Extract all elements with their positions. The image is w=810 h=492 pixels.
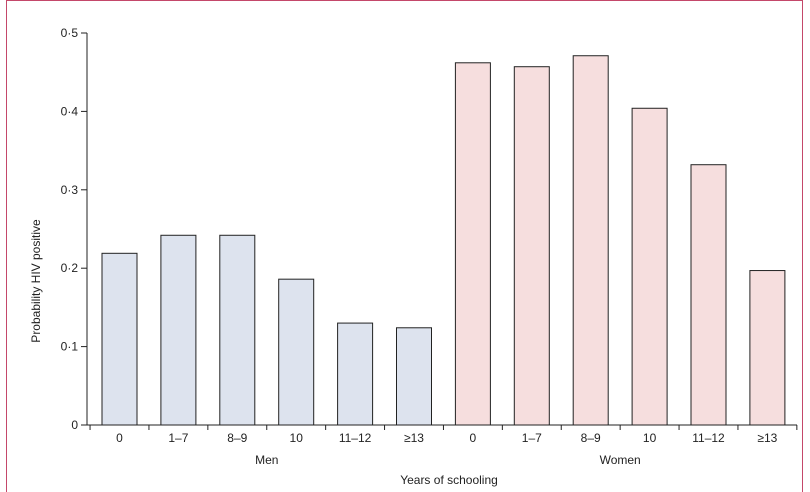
x-tick-label: ≥13 — [404, 431, 424, 445]
x-tick-label: 10 — [290, 431, 304, 445]
y-axis-title: Probability HIV positive — [29, 219, 43, 343]
y-tick-label: 0·2 — [61, 261, 79, 275]
x-tick-label: 11–12 — [692, 431, 725, 445]
bar-men-0 — [101, 252, 138, 426]
y-tick-label: 0·1 — [61, 340, 79, 354]
bar-men-2 — [219, 234, 256, 426]
x-tick-label: ≥13 — [757, 431, 777, 445]
x-tick-label: 10 — [643, 431, 657, 445]
x-tick-label: 8–9 — [227, 431, 247, 445]
x-tick-label: 11–12 — [339, 431, 372, 445]
bar-men-1 — [160, 234, 197, 426]
x-tick-label: 0 — [470, 431, 477, 445]
bar-women-5 — [749, 270, 786, 426]
x-axis-title: Years of schooling — [400, 473, 498, 487]
y-tick-label: 0·3 — [61, 183, 79, 197]
group-label-men: Men — [255, 453, 278, 467]
figure-frame — [6, 0, 803, 492]
y-tick-label: 0·4 — [61, 104, 79, 118]
y-tick-label: 0 — [71, 418, 78, 432]
y-tick-label: 0·5 — [61, 26, 79, 40]
x-tick-label: 8–9 — [581, 431, 601, 445]
bars — [101, 55, 786, 426]
x-tick-label: 0 — [116, 431, 123, 445]
bar-men-3 — [278, 278, 315, 426]
bar-women-2 — [572, 55, 609, 426]
group-label-women: Women — [600, 453, 641, 467]
bar-men-5 — [396, 327, 432, 426]
x-tick-label: 1–7 — [168, 431, 188, 445]
x-axis: 0 1–7 8–9 10 11–12 ≥13 0 1–7 8–9 10 11–12 ≥13 Men Wom… — [87, 424, 798, 467]
bar-women-1 — [513, 66, 550, 426]
y-axis: 0 0·1 0·2 0·3 0·4 0·5 — [61, 26, 88, 432]
bar-women-3 — [631, 107, 668, 426]
bar-women-4 — [690, 164, 727, 426]
x-tick-label: 1–7 — [522, 431, 542, 445]
bar-women-0 — [454, 62, 491, 426]
bar-men-4 — [337, 322, 374, 426]
